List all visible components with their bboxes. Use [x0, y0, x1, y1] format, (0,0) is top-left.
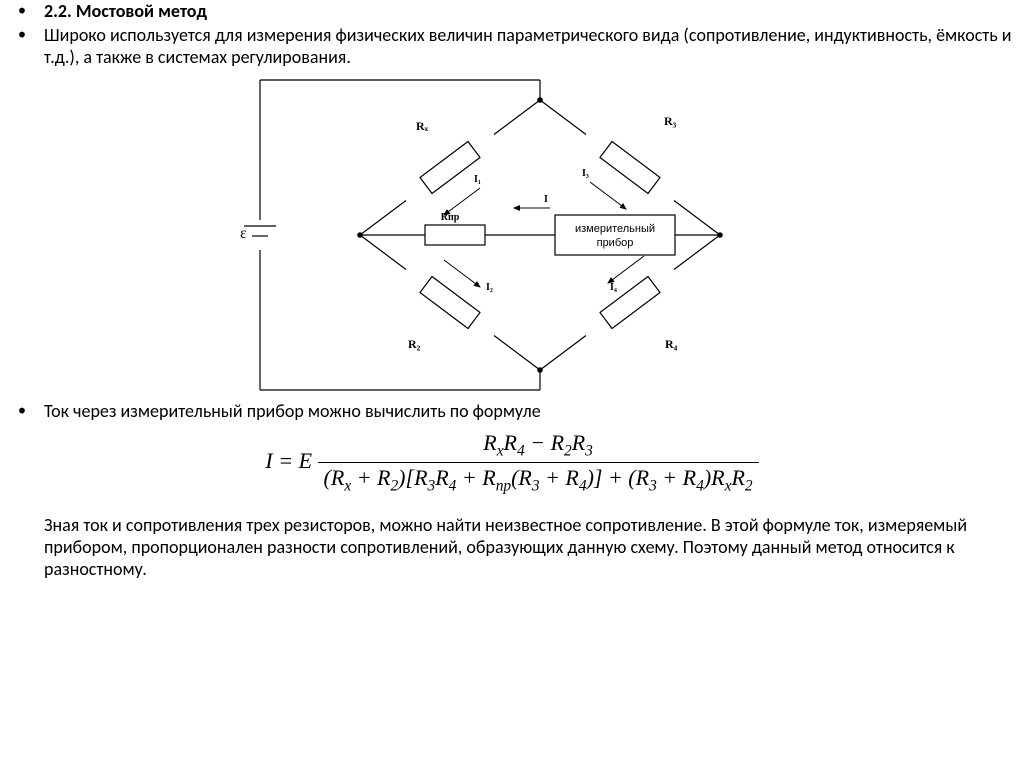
- rx-label: Rₓ: [416, 119, 429, 133]
- rnp-label: Rпр: [441, 212, 460, 223]
- para1-row: • Широко используется для измерения физи…: [0, 24, 1024, 68]
- para2-row: • Ток через измерительный прибор можно в…: [0, 400, 1024, 422]
- i1-label: I₁: [474, 174, 481, 185]
- para2-text: Ток через измерительный прибор можно выч…: [44, 400, 1024, 422]
- i-label: I: [544, 194, 548, 205]
- eps-label: ε: [240, 225, 247, 242]
- bullet-icon: •: [0, 24, 44, 46]
- formula-denominator: (Rx + R2)[R3R4 + Rnp(R3 + R4)] + (R3 + R…: [318, 463, 759, 495]
- bridge-current-formula: I = E RxR4 − R2R3 (Rx + R2)[R3R4 + Rnp(R…: [0, 430, 1024, 496]
- i3-label: I₃: [582, 168, 589, 179]
- para3-text: Зная ток и сопротивления трех резисторов…: [0, 514, 1024, 580]
- section-heading: 2.2. Мостовой метод: [44, 0, 1024, 22]
- instrument-label-2: прибор: [597, 237, 634, 249]
- r4-label: R₄: [665, 337, 678, 351]
- instrument-label-1: измерительный: [575, 223, 655, 235]
- r3-label: R₃: [664, 114, 677, 128]
- formula-numerator: RxR4 − R2R3: [318, 430, 759, 463]
- bullet-icon: •: [0, 400, 44, 422]
- bridge-circuit-diagram: ε Rₓ R₃ R₂ R₄ Rпр I₁ I₃ I₂ I₄ I измерите…: [230, 70, 850, 400]
- i4-label: I₄: [610, 282, 617, 293]
- formula-fraction: RxR4 − R2R3 (Rx + R2)[R3R4 + Rnp(R3 + R4…: [318, 430, 759, 496]
- formula-lead: I = E: [265, 448, 317, 473]
- i2-label: I₂: [486, 282, 493, 293]
- bullet-icon: •: [0, 0, 44, 22]
- r2-label: R₂: [408, 337, 421, 351]
- para1-text: Широко используется для измерения физиче…: [44, 24, 1024, 68]
- heading-row: • 2.2. Мостовой метод: [0, 0, 1024, 22]
